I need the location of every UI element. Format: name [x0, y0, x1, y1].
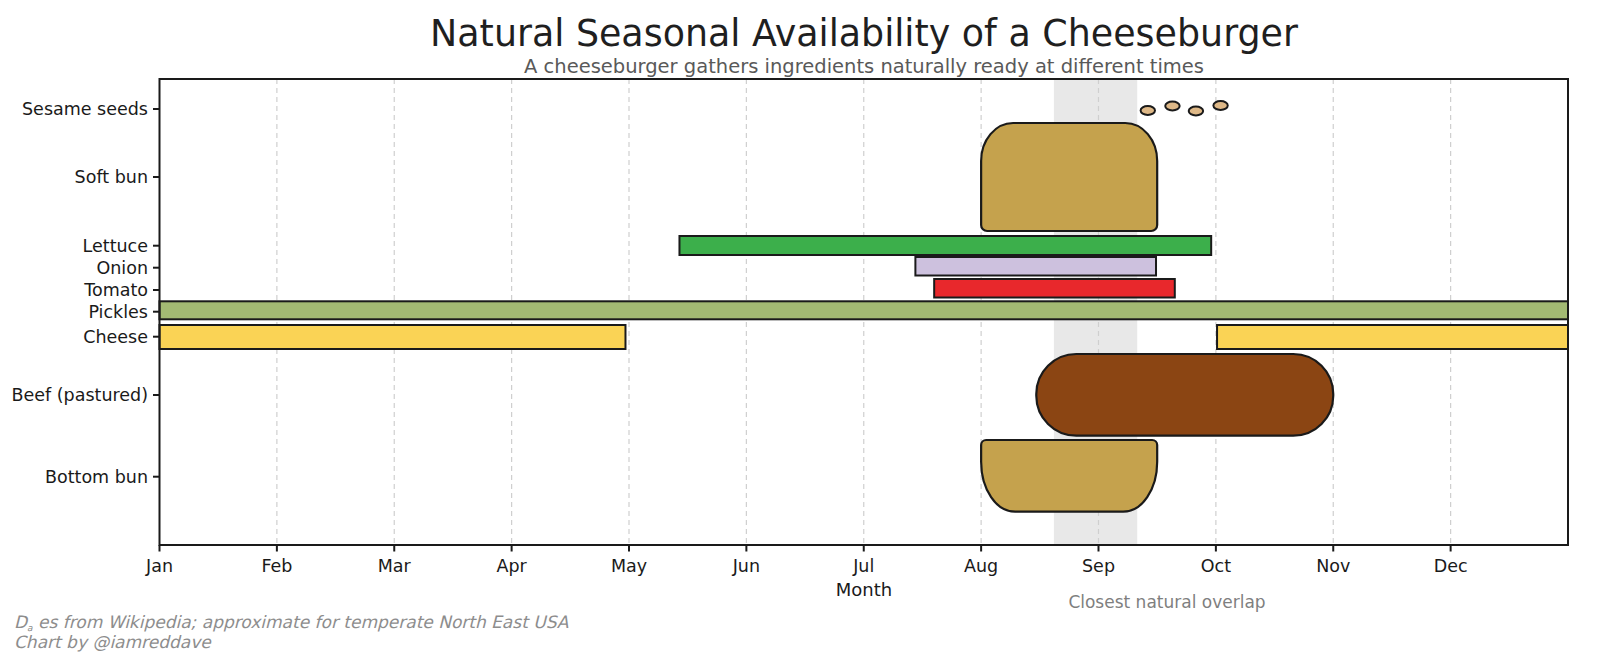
x-axis-title: Month [836, 579, 892, 600]
x-tick-label-sep: Sep [1054, 556, 1144, 576]
ingredient-beef [1036, 354, 1333, 436]
x-tick-label-jul: Jul [819, 556, 909, 576]
ingredient-lettuce [679, 236, 1211, 255]
x-tick-label-dec: Dec [1406, 556, 1496, 576]
ingredient-sesame_seeds [1189, 107, 1203, 116]
x-tick-label-may: May [584, 556, 674, 576]
y-label-cheese: Cheese [0, 325, 148, 349]
y-label-beef: Beef (pastured) [0, 383, 148, 407]
y-label-lettuce: Lettuce [0, 234, 148, 258]
chart-title: Natural Seasonal Availability of a Chees… [430, 12, 1298, 55]
x-tick-label-feb: Feb [232, 556, 322, 576]
ingredient-sesame_seeds [1141, 106, 1155, 115]
chart-subtitle: A cheeseburger gathers ingredients natur… [524, 55, 1204, 78]
y-label-sesame_seeds: Sesame seeds [0, 97, 148, 121]
ingredient-onion [915, 257, 1156, 276]
x-tick-label-apr: Apr [467, 556, 557, 576]
x-tick-label-nov: Nov [1288, 556, 1378, 576]
ingredient-soft_bun [981, 123, 1157, 231]
y-label-onion: Onion [0, 256, 148, 280]
x-tick-label-jan: Jan [115, 556, 205, 576]
x-tick-label-oct: Oct [1171, 556, 1261, 576]
credit-note: Chart by @iamreddave [14, 634, 211, 651]
ingredient-bottom_bun [981, 440, 1157, 512]
y-label-tomato: Tomato [0, 278, 148, 302]
highlight-band-label: Closest natural overlap [1068, 592, 1265, 612]
y-label-pickles: Pickles [0, 300, 148, 324]
ingredient-cheese [1217, 325, 1568, 349]
y-label-soft_bun: Soft bun [0, 165, 148, 189]
y-label-bottom_bun: Bottom bun [0, 465, 148, 489]
x-tick-label-jun: Jun [701, 556, 791, 576]
x-tick-label-mar: Mar [349, 556, 439, 576]
ingredient-tomato [934, 279, 1175, 298]
ingredient-sesame_seeds [1165, 102, 1179, 111]
source-note: Da es from Wikipedia; approximate for te… [14, 614, 568, 631]
x-tick-label-aug: Aug [936, 556, 1026, 576]
ingredient-pickles [160, 301, 1569, 319]
ingredient-sesame_seeds [1213, 101, 1227, 110]
ingredient-cheese [160, 325, 626, 349]
